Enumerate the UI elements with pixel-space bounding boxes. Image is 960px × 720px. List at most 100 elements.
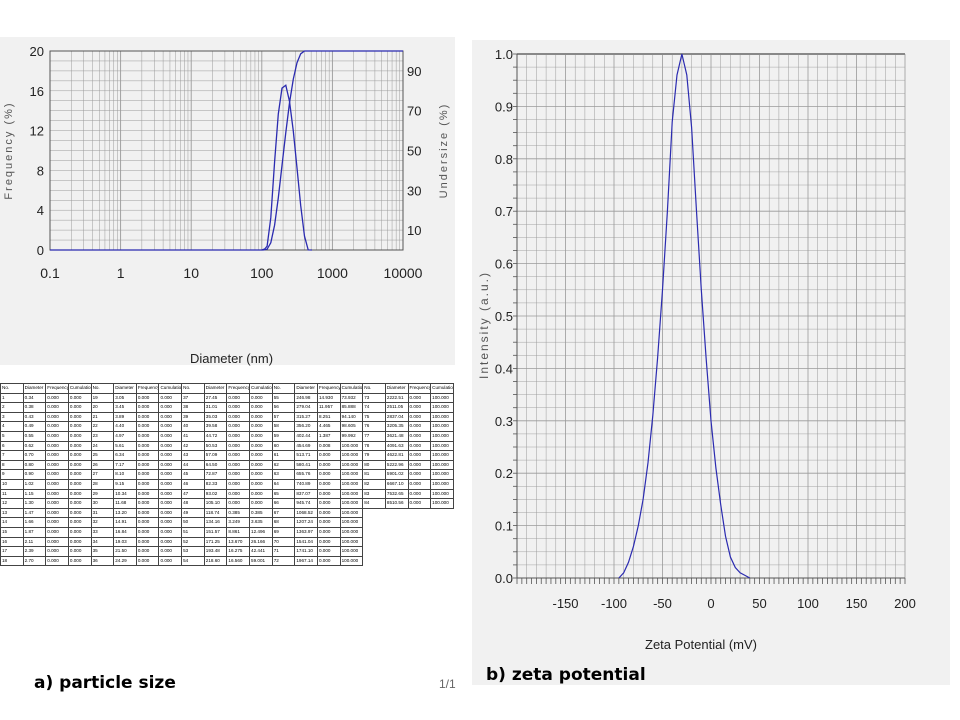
table-cell: 99.992 (339, 430, 364, 442)
table-cell: 1.15 (22, 488, 47, 500)
table-cell: 0.70 (22, 450, 47, 461)
table-cell: 0.385 (249, 507, 273, 519)
table-empty-cell (431, 508, 454, 518)
table-cell: 46 (181, 478, 205, 490)
table-cell: 0.000 (249, 478, 273, 490)
table-empty-cell (363, 527, 386, 537)
table-cell: 0.000 (407, 430, 432, 442)
x-tick-label: 50 (752, 596, 766, 611)
table-row: 9 0.90 0.000 0.000 27 8.10 0.000 0.000 45 72.87 0.… (0, 469, 454, 480)
table-cell: 4091.63 (384, 440, 409, 452)
table-cell: 0.000 (249, 498, 273, 509)
table-cell: 35.03 (203, 411, 228, 423)
table-cell: 15 (0, 526, 24, 538)
table-cell: 4622.81 (384, 450, 409, 461)
table-cell: 28 (90, 478, 115, 490)
table-row: 3 0.43 0.000 0.000 21 3.89 0.000 0.000 39 35.03 0.… (0, 411, 454, 423)
table-cell: 80 (362, 459, 386, 471)
table-cell: 0.000 (135, 555, 160, 567)
y-tick-label: 0.5 (495, 309, 513, 324)
table-cell: 0.000 (135, 507, 160, 519)
table-cell: 0.385 (226, 507, 251, 519)
table-cell: 0.000 (226, 459, 251, 471)
table-cell: 51 (181, 526, 205, 538)
table-cell: 0.000 (226, 469, 251, 480)
table-cell: 0.000 (45, 498, 69, 509)
table-row: 16 2.11 0.000 0.000 34 19.03 0.000 0.000 52 171.2… (0, 536, 454, 548)
table-cell: 100.000 (430, 430, 454, 442)
table-cell: 5222.96 (384, 459, 409, 471)
table-cell: 0.000 (158, 536, 183, 548)
table-cell: 1.30 (22, 498, 47, 509)
table-row: 5 0.55 0.000 0.000 23 4.97 0.000 0.000 41 44.72 0.… (0, 430, 454, 442)
table-cell: 0.000 (407, 421, 432, 432)
table-empty-cell (408, 547, 431, 557)
table-cell: 0.000 (316, 517, 341, 528)
table-header-cell: Diameter (384, 383, 409, 394)
table-cell: 0.000 (67, 421, 92, 432)
table-cell: 100.000 (430, 459, 454, 471)
table-empty-cell (408, 537, 431, 547)
table-empty-cell (363, 508, 386, 518)
table-cell: 56 (271, 402, 296, 413)
table-cell: 1.02 (22, 478, 47, 490)
table-cell: 79 (362, 450, 386, 461)
table-empty-cell (408, 556, 431, 566)
table-cell: 100.000 (339, 478, 364, 490)
y-tick-label: 0.4 (495, 361, 513, 376)
table-cell: 1.66 (22, 517, 47, 528)
table-empty-cell (385, 556, 408, 566)
table-cell: 8.10 (113, 469, 137, 480)
table-row: 14 1.66 0.000 0.000 32 14.91 0.000 0.000 50 134.1… (0, 517, 454, 528)
particle-size-table-wrap: No. Diameter Frequency Cumulation No. Diamete… (0, 383, 454, 567)
table-cell: 0.000 (135, 421, 160, 432)
table-empty-cell (363, 518, 386, 528)
table-cell: 0.000 (45, 392, 69, 404)
table-cell: 0.000 (249, 440, 273, 452)
table-cell: 100.000 (430, 488, 454, 500)
table-cell: 0.000 (67, 440, 92, 452)
table-cell: 67 (271, 507, 296, 519)
table-header-cell: No. (271, 383, 296, 394)
table-cell: 0.000 (67, 411, 92, 423)
table-cell: 4.40 (113, 421, 137, 432)
table-row: 13 1.47 0.000 0.000 31 13.20 0.000 0.000 49 118.7… (0, 507, 454, 519)
table-cell: 100.000 (430, 450, 454, 461)
table-cell: 0.000 (226, 440, 251, 452)
table-cell: 7532.65 (384, 488, 409, 500)
table-cell: 0.000 (45, 555, 69, 567)
table-cell: 105.10 (203, 498, 228, 509)
table-cell: 0.000 (135, 411, 160, 423)
table-cell: 0.000 (249, 459, 273, 471)
y-tick-label: 0.6 (495, 257, 513, 272)
table-cell: 0.000 (158, 555, 183, 567)
table-cell: 57.09 (203, 450, 228, 461)
y-tick-label: 0.1 (495, 519, 513, 534)
table-cell: 655.76 (294, 469, 318, 480)
table-cell: 100.000 (430, 440, 454, 452)
table-cell: 43 (181, 450, 205, 461)
table-cell: 50.53 (203, 440, 228, 452)
x-tick-label: 1 (117, 265, 125, 281)
table-empty-cell (408, 527, 431, 537)
table-cell: 100.000 (339, 546, 364, 557)
table-cell: 356.20 (294, 421, 318, 432)
table-cell: 0.000 (316, 507, 341, 519)
table-cell: 34 (90, 536, 115, 548)
x-tick-label: 0 (707, 596, 714, 611)
table-cell: 0.000 (67, 526, 92, 538)
table-cell: 0.000 (316, 546, 341, 557)
table-cell: 1363.97 (294, 526, 318, 538)
table-cell: 100.000 (339, 536, 364, 548)
table-cell: 0.000 (135, 440, 160, 452)
table-cell: 1207.24 (294, 517, 318, 528)
table-empty-cell (385, 527, 408, 537)
table-cell: 4 (0, 421, 24, 432)
table-header-cell: Frequency (45, 383, 69, 394)
table-row: 18 2.70 0.000 0.000 36 24.29 0.000 0.000 54 218.6… (0, 555, 454, 567)
table-cell: 0.000 (67, 517, 92, 528)
table-cell: 0.000 (45, 459, 69, 471)
table-cell: 78 (362, 440, 386, 452)
table-cell: 59.001 (249, 555, 273, 567)
table-row: 17 2.39 0.000 0.000 35 21.50 0.000 0.000 53 193.4… (0, 546, 454, 557)
